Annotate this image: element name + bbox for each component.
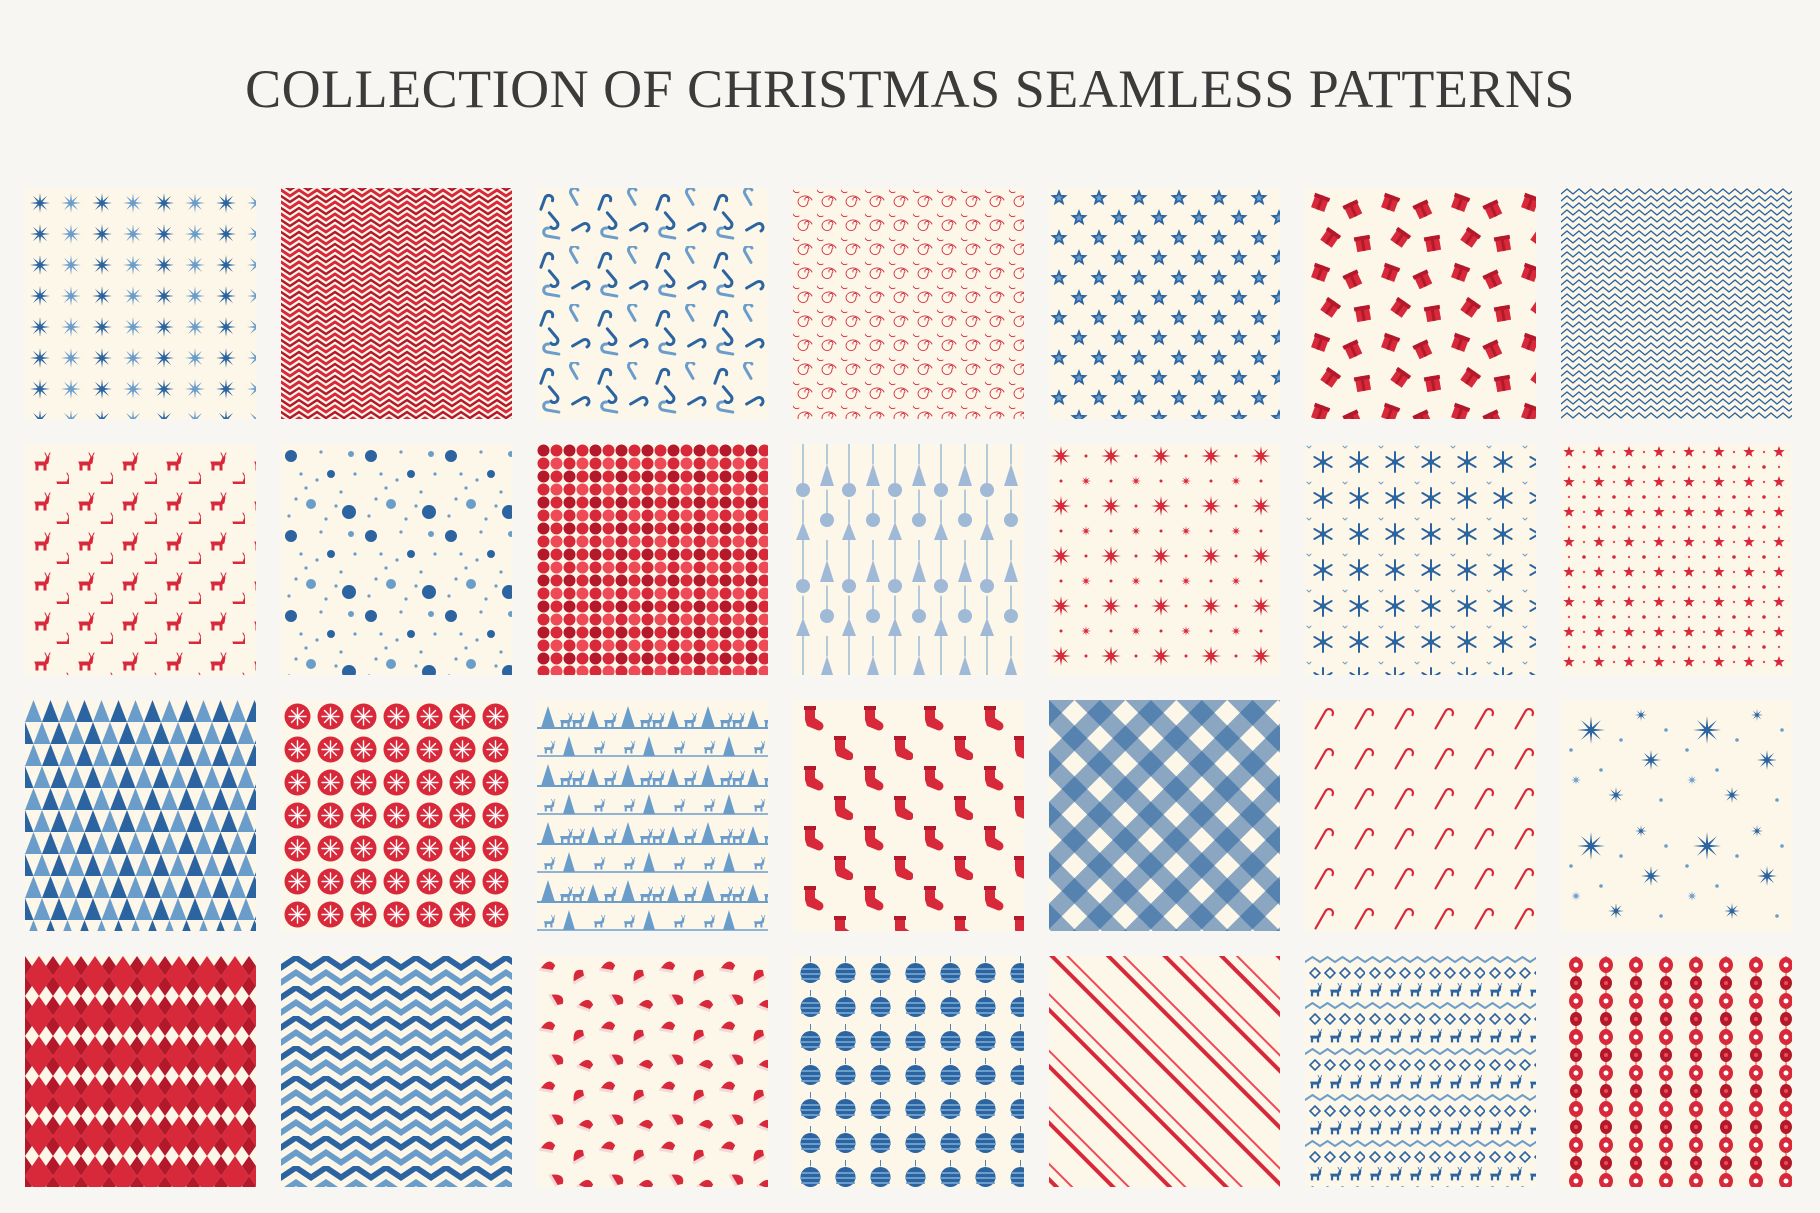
red-reindeer-pattern bbox=[25, 444, 256, 675]
red-polka-dots-pattern bbox=[537, 444, 768, 675]
blue-candy-canes-tile bbox=[537, 188, 768, 419]
blue-triangle-trees-tile bbox=[25, 700, 256, 931]
red-gift-boxes-pattern bbox=[1305, 188, 1536, 419]
blue-eight-point-stars-pattern bbox=[25, 188, 256, 419]
blue-triangle-trees-pattern bbox=[25, 700, 256, 931]
red-gift-boxes-tile bbox=[1305, 188, 1536, 419]
red-diagonal-stripes-pattern bbox=[1049, 956, 1280, 1187]
red-santa-hats-tile bbox=[537, 956, 768, 1187]
red-herringbone-tile bbox=[281, 188, 512, 419]
blue-chevron-tile bbox=[281, 956, 512, 1187]
red-stockings-tile bbox=[793, 700, 1024, 931]
blue-snow-dots-pattern bbox=[281, 444, 512, 675]
red-swirls-tile bbox=[793, 188, 1024, 419]
page-title: COLLECTION OF CHRISTMAS SEAMLESS PATTERN… bbox=[245, 59, 1575, 119]
blue-trees-reindeer-border-tile bbox=[537, 700, 768, 931]
blue-baubles-tile bbox=[793, 956, 1024, 1187]
red-snowflake-circles-tile bbox=[281, 700, 512, 931]
blue-scattered-stars-pattern bbox=[1561, 700, 1792, 931]
red-stockings-pattern bbox=[793, 700, 1024, 931]
blue-five-point-stars-tile bbox=[1049, 188, 1280, 419]
red-herringbone-pattern bbox=[281, 188, 512, 419]
blue-fair-isle-pattern bbox=[1305, 956, 1536, 1187]
red-nordic-stars-pattern bbox=[1049, 444, 1280, 675]
red-diagonal-stripes-tile bbox=[1049, 956, 1280, 1187]
blue-fair-isle-tile bbox=[1305, 956, 1536, 1187]
red-garland-tile bbox=[1561, 956, 1792, 1187]
blue-ornaments-trees-tile bbox=[793, 444, 1024, 675]
red-reindeer-tile bbox=[25, 444, 256, 675]
blue-baubles-pattern bbox=[793, 956, 1024, 1187]
red-snowflake-circles-pattern bbox=[281, 700, 512, 931]
red-candy-canes-tile bbox=[1305, 700, 1536, 931]
red-santa-hats-pattern bbox=[537, 956, 768, 1187]
blue-eight-point-stars-tile bbox=[25, 188, 256, 419]
blue-trees-reindeer-border-pattern bbox=[537, 700, 768, 931]
red-small-stars-pattern bbox=[1561, 444, 1792, 675]
red-nordic-stars-tile bbox=[1049, 444, 1280, 675]
pattern-grid bbox=[25, 188, 1792, 1187]
red-harlequin-tile bbox=[25, 956, 256, 1187]
blue-gingham-pattern bbox=[1049, 700, 1280, 931]
blue-candy-canes-pattern bbox=[537, 188, 768, 419]
blue-zigzag-lines-tile bbox=[1561, 188, 1792, 419]
blue-five-point-stars-pattern bbox=[1049, 188, 1280, 419]
red-polka-dots-tile bbox=[537, 444, 768, 675]
blue-zigzag-lines-pattern bbox=[1561, 188, 1792, 419]
blue-snowflakes-pattern bbox=[1305, 444, 1536, 675]
blue-ornaments-trees-pattern bbox=[793, 444, 1024, 675]
red-small-stars-tile bbox=[1561, 444, 1792, 675]
blue-snow-dots-tile bbox=[281, 444, 512, 675]
blue-gingham-tile bbox=[1049, 700, 1280, 931]
blue-scattered-stars-tile bbox=[1561, 700, 1792, 931]
blue-chevron-pattern bbox=[281, 956, 512, 1187]
red-swirls-pattern bbox=[793, 188, 1024, 419]
red-candy-canes-pattern bbox=[1305, 700, 1536, 931]
red-garland-pattern bbox=[1561, 956, 1792, 1187]
blue-snowflakes-tile bbox=[1305, 444, 1536, 675]
red-harlequin-pattern bbox=[25, 956, 256, 1187]
